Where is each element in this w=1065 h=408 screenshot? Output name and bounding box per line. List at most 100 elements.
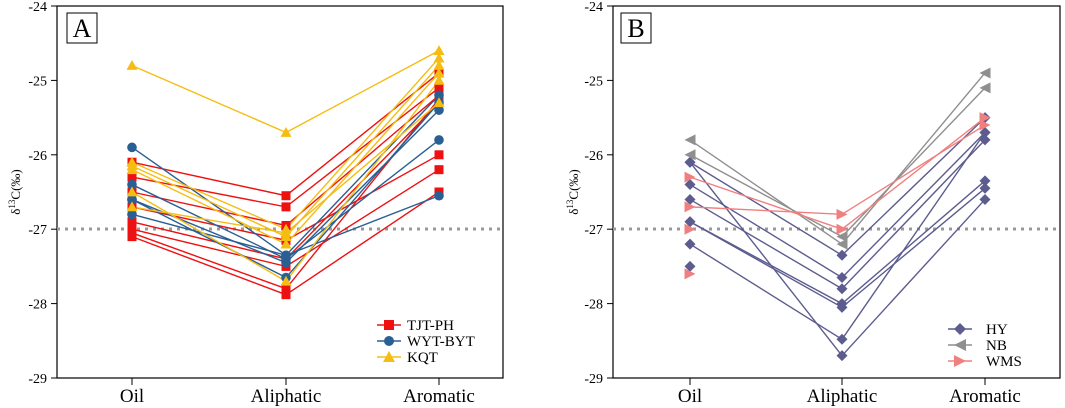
data-point-wms (836, 208, 848, 220)
data-point-nb (979, 67, 991, 79)
panel-b-data (684, 67, 991, 362)
data-point-kqt (126, 60, 138, 70)
svg-text:-27: -27 (584, 223, 603, 238)
panel-a-xtick: Aromatic (403, 378, 475, 407)
panel-b-frame (612, 5, 1061, 379)
svg-text:-29: -29 (584, 372, 603, 387)
panel-a-frame (56, 5, 504, 379)
panel-b-xtick: Aliphatic (807, 378, 878, 407)
data-point-hy (836, 301, 848, 313)
data-point-hy (836, 249, 848, 261)
panel-a-ytick: -27 (28, 223, 57, 238)
data-point-kqt (126, 164, 138, 175)
svg-text:WMS: WMS (986, 354, 1022, 370)
data-point-kqt (126, 201, 138, 212)
panel-b-ytick: -25 (584, 74, 613, 89)
data-point-nb (979, 82, 991, 94)
data-point-hy (836, 350, 848, 362)
data-point-tjt-ph (434, 165, 444, 175)
data-point-kqt (126, 186, 138, 197)
data-point-hy (979, 193, 991, 205)
data-point-hy (684, 238, 696, 250)
legend-entry-hy: HY (948, 322, 1008, 338)
legend-entry-nb: NB (948, 338, 1007, 354)
panel-a-ytick: -25 (28, 74, 57, 89)
legend-entry-wms: WMS (948, 354, 1022, 370)
panel-b-ytick: -28 (584, 298, 613, 313)
data-point-wms (684, 223, 696, 235)
data-point-hy (979, 126, 991, 138)
data-point-kqt (433, 52, 445, 63)
svg-text:-24: -24 (584, 0, 603, 15)
panel-a-xticks: Oil Aliphatic Aromatic (120, 378, 475, 407)
panel-b-legend: HY NB WMS (948, 322, 1022, 370)
data-point-nb (684, 149, 696, 161)
data-point-tjt-ph (281, 284, 291, 294)
panel-b-ytick: -29 (584, 372, 613, 387)
data-point-kqt (280, 275, 292, 286)
svg-text:-26: -26 (584, 149, 603, 164)
svg-text:-28: -28 (584, 298, 603, 313)
data-point-tjt-ph (434, 150, 444, 160)
svg-text:Aliphatic: Aliphatic (807, 386, 878, 407)
panel-a-data (126, 45, 445, 300)
svg-text:Aliphatic: Aliphatic (251, 386, 322, 407)
data-point-kqt (433, 97, 445, 108)
data-point-tjt-ph (127, 232, 137, 242)
data-point-tjt-ph (127, 172, 137, 182)
data-point-kqt (280, 238, 292, 249)
panel-b-ylabel: δ13C(‰) (565, 169, 581, 214)
legend-marker-circle (384, 336, 394, 346)
panel-b-letter-box: B (620, 12, 652, 44)
svg-text:-29: -29 (28, 372, 47, 387)
data-point-wms (979, 112, 991, 124)
svg-text:Oil: Oil (120, 386, 144, 407)
data-point-wyt-byt (434, 105, 444, 115)
data-point-hy (836, 333, 848, 345)
svg-text:WYT-BYT: WYT-BYT (407, 334, 475, 350)
legend-marker-diamond (954, 323, 966, 335)
data-point-nb (836, 238, 848, 250)
data-point-wms (684, 171, 696, 183)
svg-text:Aromatic: Aromatic (403, 386, 475, 407)
panel-b-xtick: Aromatic (949, 378, 1021, 407)
series-line-kqt (131, 50, 440, 134)
data-point-wyt-byt (281, 257, 291, 268)
data-point-wyt-byt (434, 190, 444, 201)
panel-b-letter: B (627, 14, 644, 43)
data-point-hy (684, 216, 696, 228)
data-point-hy (836, 272, 848, 284)
data-point-tjt-ph (127, 217, 137, 227)
panel-b-yticks: -24 -25 -26 -27 -28 -29 (584, 0, 613, 387)
svg-text:-25: -25 (584, 74, 603, 89)
svg-text:Aromatic: Aromatic (949, 386, 1021, 407)
legend-marker-triangle-left (954, 339, 966, 351)
panel-b-xtick: Oil (678, 378, 702, 407)
data-point-wyt-byt (127, 142, 137, 153)
data-point-wms (836, 223, 848, 235)
panel-a: -24 -25 -26 -27 -28 -29 Oil Aliphatic Ar… (7, 0, 504, 407)
data-point-wms (684, 201, 696, 213)
data-point-tjt-ph (281, 191, 291, 201)
panel-a-xtick: Oil (120, 378, 144, 407)
data-point-wyt-byt (281, 250, 291, 261)
legend-marker-square (384, 320, 394, 330)
panel-a-letter-box: A (66, 12, 98, 44)
panel-a-yticks: -24 -25 -26 -27 -28 -29 (28, 0, 57, 387)
panel-b-ytick: -26 (584, 149, 613, 164)
data-point-hy (684, 156, 696, 168)
svg-text:-28: -28 (28, 298, 47, 313)
panel-a-ytick: -28 (28, 298, 57, 313)
panel-a-ytick: -24 (28, 0, 57, 15)
data-point-wms (979, 119, 991, 131)
data-point-kqt (280, 126, 292, 137)
data-point-kqt (433, 74, 445, 85)
data-point-tjt-ph (434, 83, 444, 93)
data-point-wms (684, 268, 696, 280)
panel-a-letter: A (73, 14, 92, 43)
panel-b: -24 -25 -26 -27 -28 -29 Oil Aliphatic Ar… (565, 0, 1061, 407)
series-line-hy (689, 180, 986, 305)
data-point-kqt (280, 227, 292, 238)
data-point-wyt-byt (127, 194, 137, 205)
